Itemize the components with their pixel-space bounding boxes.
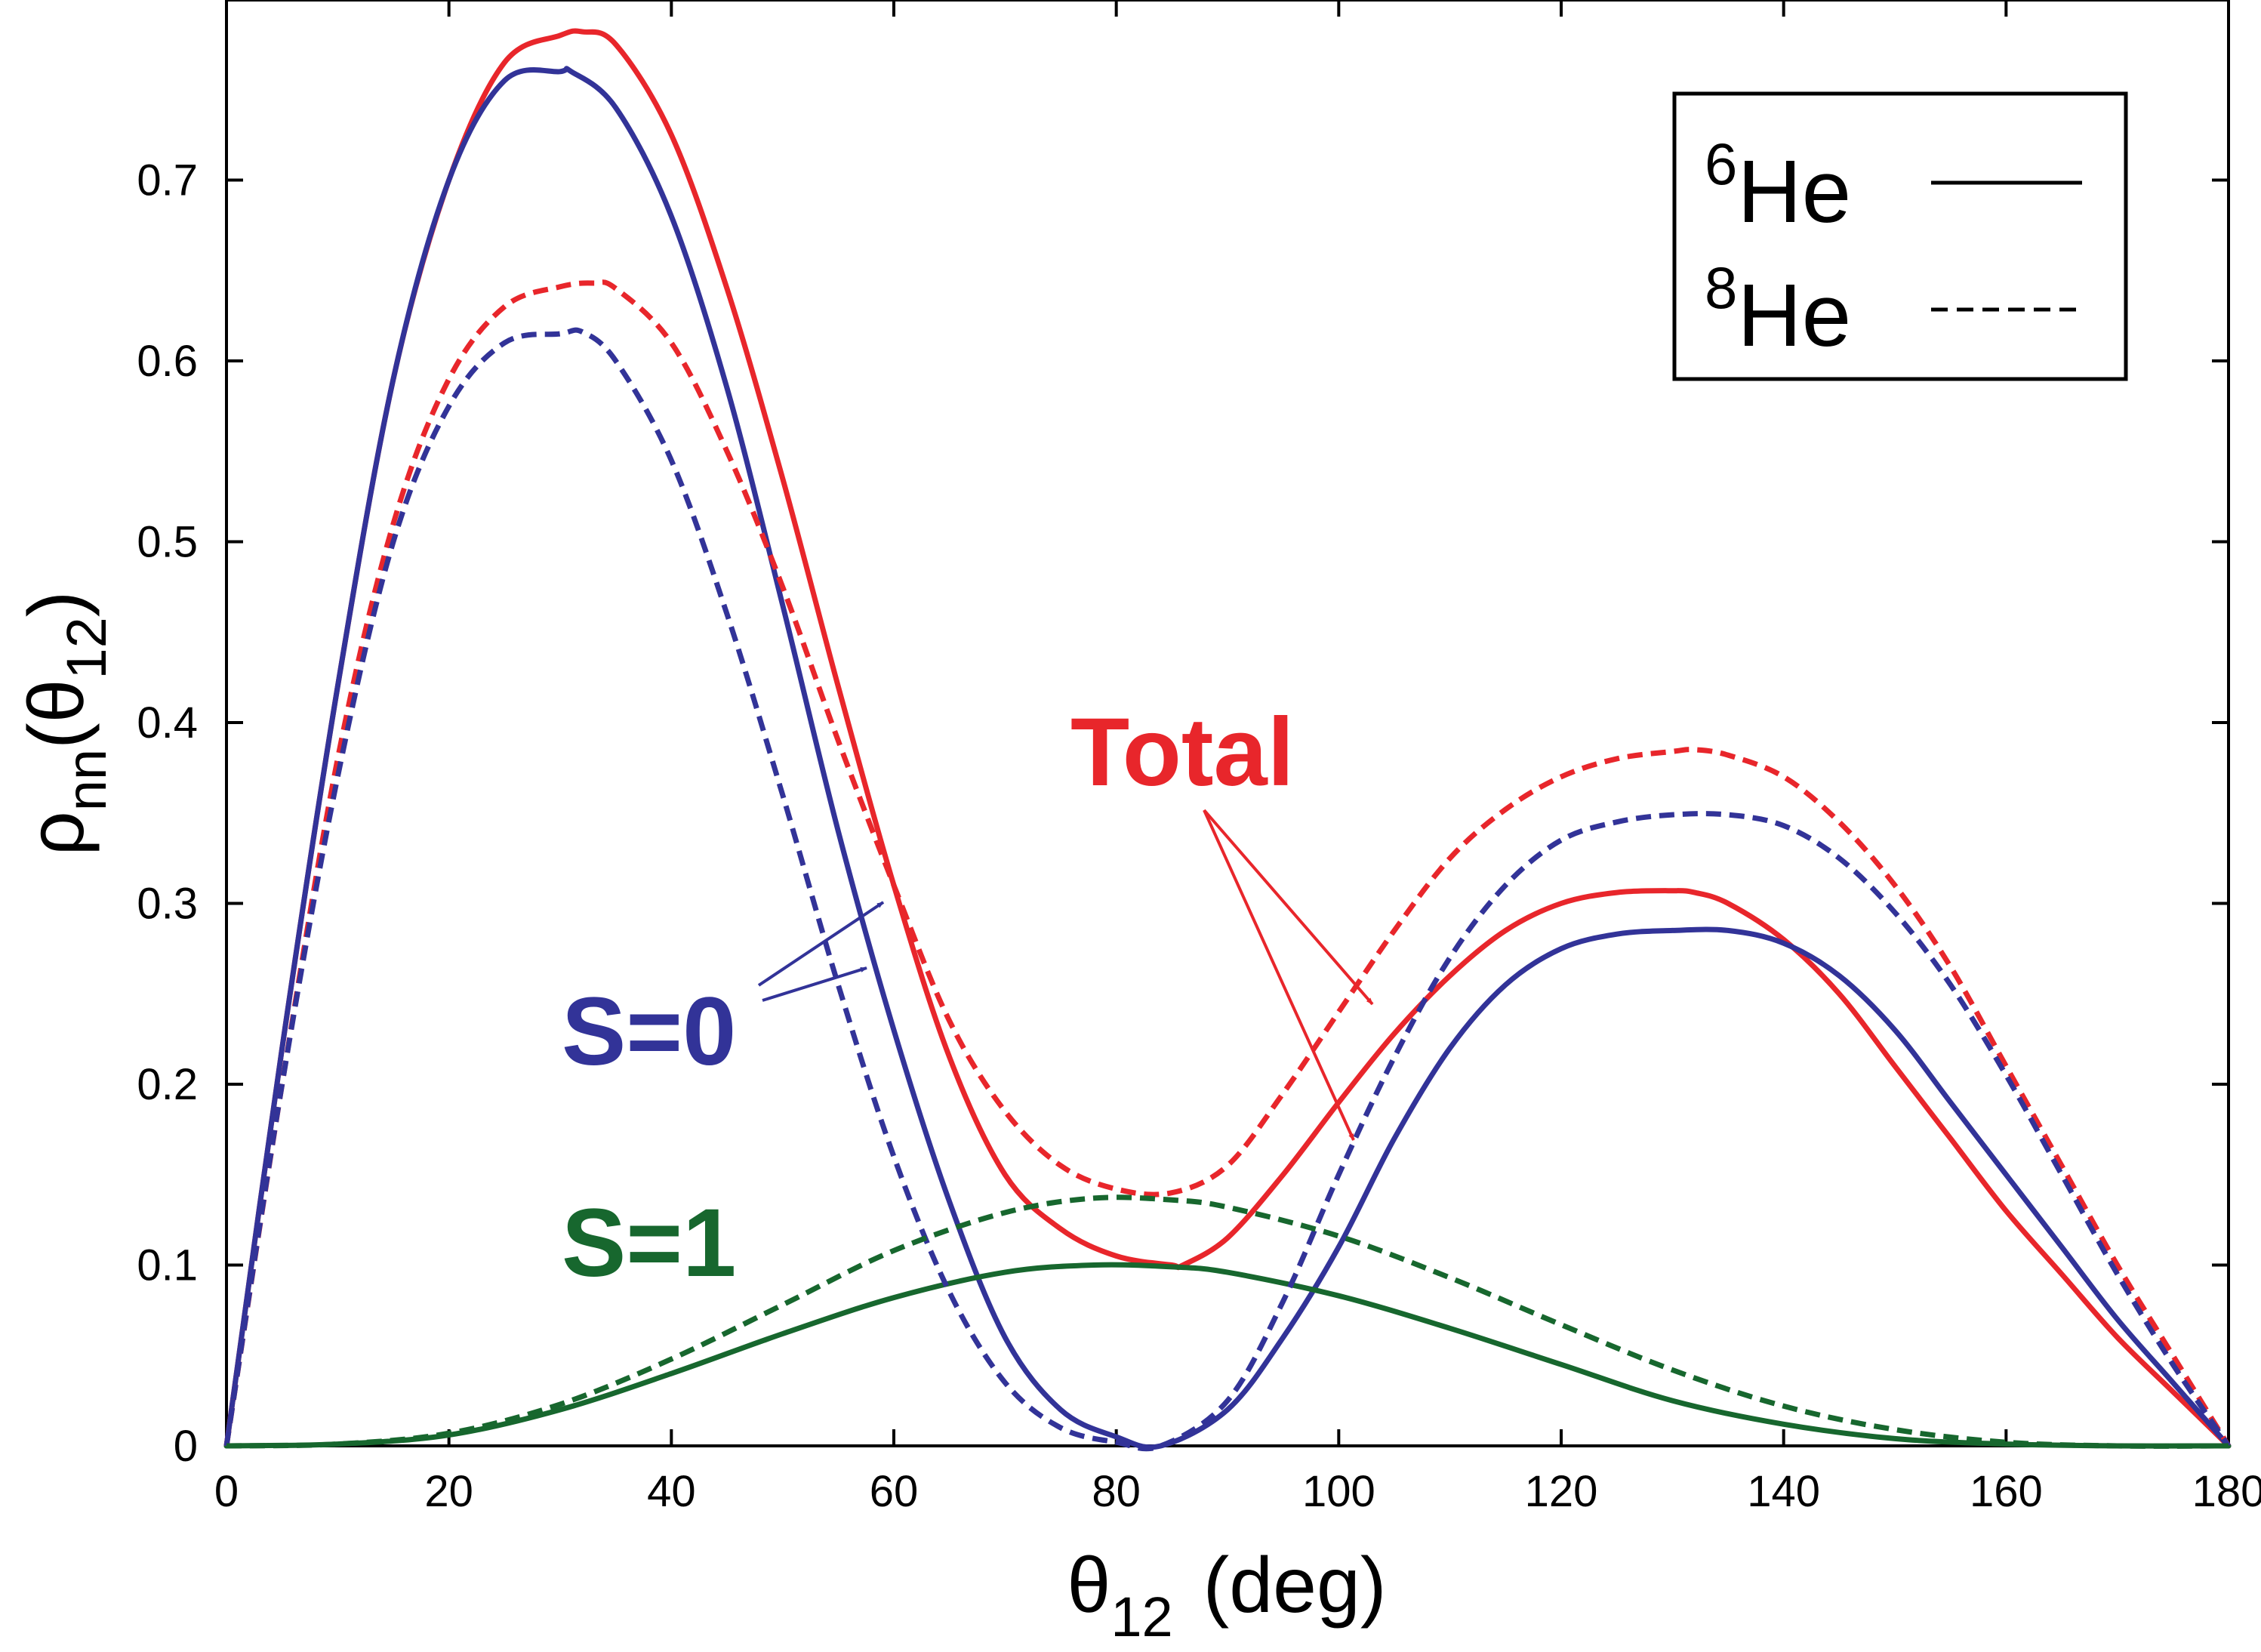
y-axis-close: ) (13, 591, 100, 618)
series-line-6he-s1 (223, 1262, 2232, 1449)
y-tick-label: 0.1 (137, 1241, 198, 1290)
arrow-s0-to-6he (757, 901, 885, 987)
x-tick-label: 40 (647, 1467, 696, 1516)
legend-element-6he: He (1737, 142, 1851, 242)
x-tick-label: 0 (214, 1467, 239, 1516)
legend-label-6he: 6He (1705, 131, 1851, 242)
y-tick-label: 0 (174, 1422, 198, 1471)
x-tick-label: 20 (424, 1467, 473, 1516)
y-axis-subscript-12: 12 (55, 617, 118, 679)
legend-mass-8: 8 (1705, 254, 1737, 321)
x-tick-label: 120 (1525, 1467, 1598, 1516)
x-tick-label: 100 (1302, 1467, 1375, 1516)
x-tick-label: 60 (870, 1467, 919, 1516)
series-line-8he-total (223, 279, 2231, 1447)
x-axis-title: θ12 (deg) (1067, 1542, 1387, 1648)
x-axis-subscript: 12 (1110, 1586, 1172, 1648)
y-tick-label: 0.6 (137, 337, 198, 386)
y-axis-open: (θ (13, 679, 100, 748)
series-line-8he-s1 (226, 1194, 2229, 1449)
x-tick-label: 160 (1970, 1467, 2043, 1516)
y-tick-label: 0.4 (137, 698, 198, 747)
y-axis-subscript-nn: nn (55, 749, 118, 811)
legend: 6He 8He (1672, 91, 2128, 381)
x-tick-label: 180 (2192, 1467, 2261, 1516)
series-line-6he-s0 (223, 66, 2232, 1450)
annotation-s0: S=0 (562, 978, 736, 1086)
y-axis-symbol: ρ (13, 811, 100, 855)
x-axis-ticks: 0 20 40 60 80 100 120 140 160 180 (214, 0, 2261, 1516)
y-tick-label: 0.3 (137, 880, 198, 929)
y-tick-label: 0.7 (137, 156, 198, 205)
x-axis-unit: (deg) (1203, 1542, 1387, 1629)
legend-box (1672, 91, 2128, 381)
y-axis-ticks: 0 0.1 0.2 0.3 0.4 0.5 0.6 0.7 (137, 156, 2229, 1471)
series-layer (223, 28, 2232, 1452)
annotation-s1: S=1 (562, 1189, 736, 1297)
legend-label-8he: 8He (1705, 254, 1851, 365)
legend-element-8he: He (1737, 266, 1851, 365)
y-axis-title: ρnn(θ12) (13, 591, 118, 856)
series-line-8he-s0 (223, 327, 2231, 1452)
legend-mass-6: 6 (1705, 131, 1737, 197)
x-tick-label: 140 (1747, 1467, 1820, 1516)
arrow-total-to-6he (1203, 809, 1355, 1141)
arrow-s0-to-8he (762, 966, 867, 1002)
x-axis-symbol: θ (1067, 1542, 1111, 1629)
annotation-total: Total (1070, 698, 1294, 806)
y-tick-label: 0.5 (137, 518, 198, 567)
arrow-total-to-8he (1203, 809, 1374, 1006)
y-tick-label: 0.2 (137, 1060, 198, 1109)
x-tick-label: 80 (1092, 1467, 1141, 1516)
